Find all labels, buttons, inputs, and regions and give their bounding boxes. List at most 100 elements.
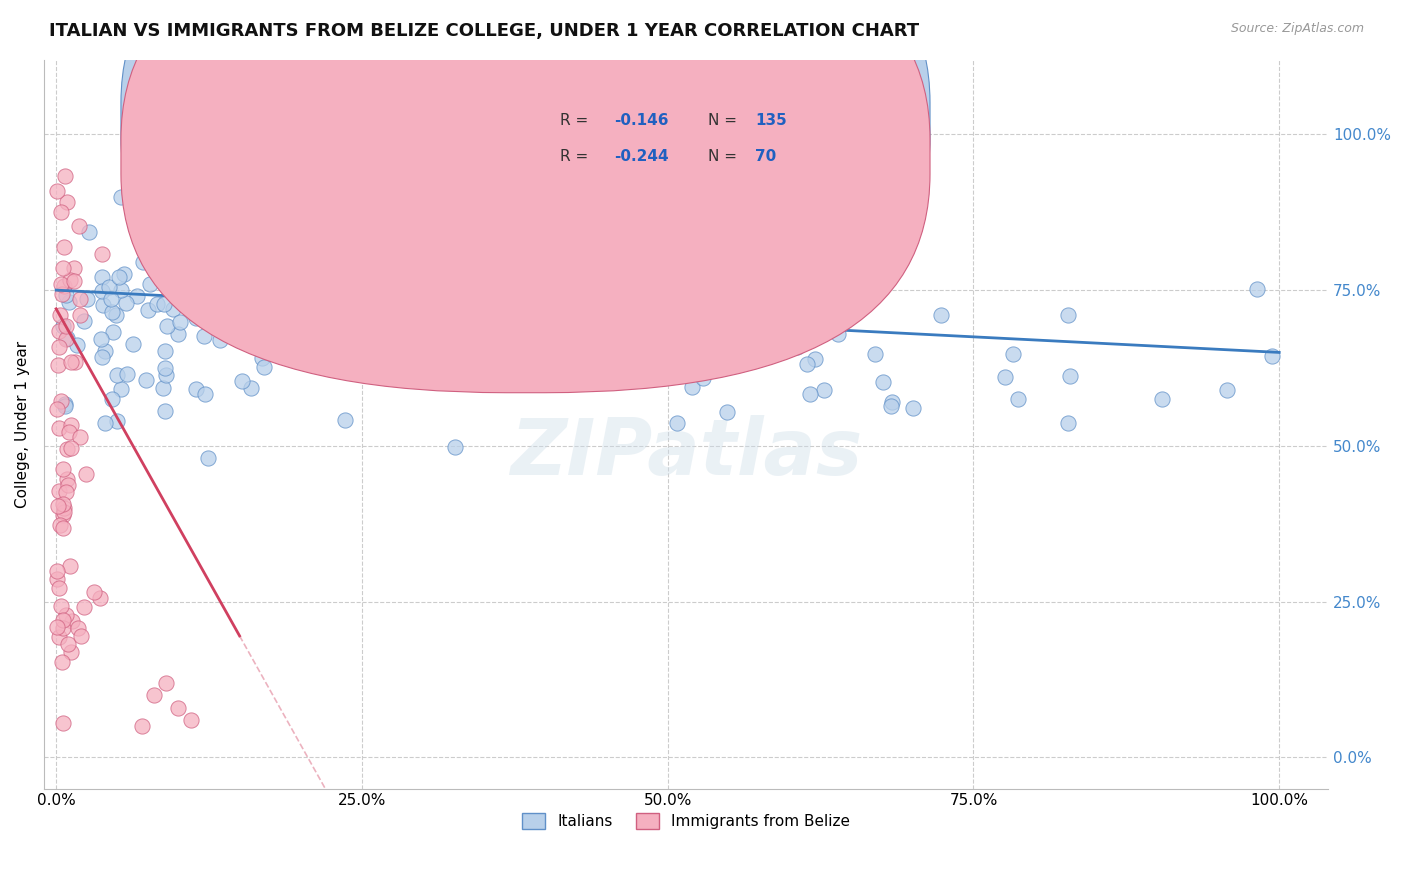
Point [576, 357, 599, 371]
Text: -0.146: -0.146 [614, 112, 669, 128]
Point [52, 621, 75, 635]
Point [105, 308, 128, 322]
Text: R =: R = [560, 112, 593, 128]
Point [156, 318, 179, 333]
Point [56, 442, 79, 456]
Point [56, 473, 79, 487]
Point [880, 395, 903, 409]
Point [46, 358, 69, 372]
Point [1057, 416, 1080, 430]
Point [53, 400, 76, 414]
Point [100, 293, 122, 307]
Point [46, 401, 69, 416]
Point [69, 292, 91, 306]
Point [55, 287, 77, 301]
Point [707, 315, 730, 329]
Point [67, 219, 90, 234]
Point [250, 351, 273, 365]
Point [444, 440, 467, 454]
Point [188, 302, 211, 317]
Point [200, 309, 222, 323]
Legend: Italians, Immigrants from Belize: Italians, Immigrants from Belize [516, 807, 856, 836]
Point [89, 591, 111, 605]
Point [52, 497, 75, 511]
Point [589, 334, 612, 348]
Point [48, 421, 70, 435]
Point [90, 284, 112, 298]
FancyBboxPatch shape [121, 0, 929, 392]
Point [63, 274, 86, 288]
Point [91, 246, 114, 260]
Point [665, 416, 688, 430]
Point [136, 302, 159, 317]
Point [110, 283, 132, 297]
Point [711, 214, 734, 228]
Point [238, 292, 260, 306]
Point [52, 521, 75, 535]
Point [55, 397, 77, 411]
Point [66, 621, 89, 635]
Point [49, 394, 72, 409]
Point [49, 277, 72, 292]
Point [252, 332, 274, 346]
Point [491, 341, 513, 355]
Point [60, 645, 83, 659]
Point [1002, 346, 1025, 360]
Point [58, 294, 80, 309]
Point [464, 211, 486, 225]
Point [110, 189, 132, 203]
Point [186, 211, 208, 225]
Point [153, 343, 176, 358]
Text: N =: N = [707, 112, 742, 128]
Point [162, 301, 184, 316]
Point [191, 292, 214, 306]
Point [799, 387, 821, 401]
Point [55, 194, 77, 209]
Point [636, 326, 658, 340]
Point [1057, 308, 1080, 322]
Point [214, 285, 236, 300]
Point [105, 368, 128, 382]
Point [537, 337, 560, 351]
Point [155, 675, 177, 690]
Point [167, 700, 190, 714]
Point [209, 333, 232, 347]
Point [77, 225, 100, 239]
Point [83, 584, 105, 599]
Point [138, 211, 160, 226]
Point [231, 374, 253, 388]
Point [46, 573, 69, 587]
Point [197, 451, 219, 466]
Point [716, 405, 738, 419]
Point [153, 404, 176, 418]
Point [73, 599, 96, 614]
Point [52, 715, 75, 730]
Point [640, 319, 662, 334]
Point [692, 339, 714, 353]
Point [69, 308, 91, 322]
Point [273, 322, 295, 336]
Point [1216, 383, 1239, 397]
Point [167, 326, 190, 341]
Point [1007, 392, 1029, 406]
Point [229, 323, 252, 337]
Point [125, 289, 148, 303]
Point [865, 346, 887, 360]
Text: -0.244: -0.244 [614, 149, 669, 164]
Point [60, 615, 83, 629]
Point [63, 261, 86, 276]
Point [59, 417, 82, 432]
Point [735, 298, 758, 312]
Point [66, 338, 89, 352]
Point [91, 350, 114, 364]
Point [257, 277, 280, 291]
Point [153, 296, 176, 310]
Point [94, 416, 117, 430]
Point [845, 291, 868, 305]
Point [93, 343, 115, 358]
Point [59, 559, 82, 574]
Point [46, 499, 69, 513]
Point [193, 329, 215, 343]
Point [1246, 282, 1268, 296]
Point [101, 325, 124, 339]
